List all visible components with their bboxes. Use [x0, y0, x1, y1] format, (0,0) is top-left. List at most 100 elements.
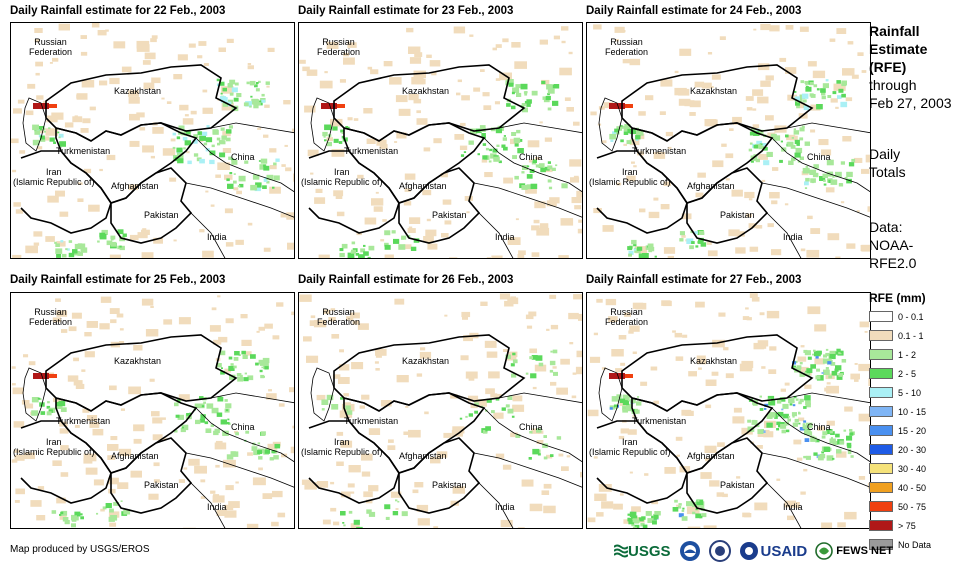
rain-cell-light	[331, 334, 340, 339]
rain-cell-light	[535, 157, 540, 160]
rain-cell-heavy	[49, 104, 57, 108]
rain-cell	[760, 132, 763, 134]
rain-cell-light	[87, 415, 98, 422]
rain-cell-light	[141, 252, 154, 258]
rain-cell-light	[120, 408, 125, 411]
rain-cell-light	[258, 326, 265, 331]
rain-cell-light	[71, 312, 82, 319]
rain-cell-light	[215, 174, 221, 178]
rain-cell	[216, 363, 222, 368]
rain-cell-light	[465, 371, 478, 379]
rain-cell	[229, 172, 233, 175]
rain-cell	[805, 86, 812, 92]
rain-cell-light	[502, 38, 509, 43]
rain-cell	[261, 93, 265, 97]
rain-cell	[221, 367, 223, 369]
rain-cell	[273, 455, 279, 460]
rain-cell-heavy	[609, 103, 625, 109]
rain-cell	[561, 183, 568, 189]
rain-cell-light	[814, 324, 827, 332]
rain-cell-light	[258, 467, 263, 471]
rain-cell	[609, 407, 613, 410]
rain-cell	[338, 141, 343, 144]
rain-cell	[226, 137, 231, 142]
rain-cell	[622, 408, 628, 413]
rain-cell	[521, 185, 528, 190]
rain-cell-light	[800, 248, 806, 252]
rain-cell	[102, 506, 107, 510]
rain-cell	[348, 510, 353, 514]
rain-cell-light	[395, 508, 399, 510]
rain-cell-light	[861, 70, 867, 73]
rain-cell	[806, 86, 809, 89]
legend-swatch	[869, 482, 893, 493]
rain-cell	[463, 151, 467, 153]
rain-cell-light	[748, 223, 757, 229]
rain-cell-light	[853, 157, 863, 163]
rain-cell-light	[470, 403, 478, 409]
rain-cell	[229, 92, 234, 96]
rain-cell	[807, 356, 812, 360]
rain-cell	[40, 137, 46, 142]
rain-cell	[838, 351, 842, 355]
rain-cell	[322, 131, 328, 137]
rain-cell	[392, 511, 399, 516]
rain-cell	[477, 153, 480, 156]
department-seal-icon	[708, 540, 731, 562]
rain-cell	[539, 163, 545, 168]
rain-cell	[823, 183, 827, 186]
rain-cell	[817, 350, 822, 355]
rain-cell	[273, 175, 280, 181]
label-turkmenistan: Turkmenistan	[632, 416, 687, 426]
rain-cell	[512, 352, 516, 356]
rain-cell-light	[119, 328, 124, 331]
rain-cell-light	[408, 46, 421, 54]
rain-cell-light	[751, 297, 760, 302]
rain-cell-light	[13, 202, 21, 207]
rain-cell-light	[594, 493, 607, 501]
rain-cell	[74, 253, 77, 256]
rain-cell-light	[85, 467, 98, 475]
rain-cell-light	[110, 319, 117, 324]
rain-cell-heavy	[625, 374, 633, 378]
rain-cell	[631, 515, 638, 521]
rain-cell	[798, 422, 801, 425]
rain-cell-light	[84, 332, 92, 337]
label-turkmenistan: Turkmenistan	[56, 416, 111, 426]
rain-cell-light	[276, 302, 284, 307]
rain-cell	[836, 449, 842, 454]
rain-cell-light	[177, 54, 188, 61]
rain-cell-light	[416, 504, 429, 512]
rain-cell-heavy	[321, 103, 337, 109]
rain-cell	[332, 126, 338, 131]
rain-cell-light	[560, 358, 570, 365]
rain-cell-light	[416, 110, 421, 114]
rain-cell	[203, 401, 206, 404]
rain-cell-light	[416, 118, 428, 125]
rain-cell-light	[482, 92, 490, 97]
legend-item: 10 - 15	[869, 405, 926, 418]
rain-cell	[635, 138, 639, 141]
rain-cell-light	[224, 368, 232, 373]
rain-cell	[640, 523, 645, 527]
rain-cell-light	[689, 112, 696, 116]
rain-cell	[806, 422, 813, 428]
rain-cell	[324, 124, 332, 131]
rain-cell	[627, 246, 633, 251]
rain-cell-light	[543, 505, 556, 514]
rain-cell-light	[420, 347, 426, 351]
rain-cell-light	[614, 26, 625, 33]
rain-cell	[485, 429, 488, 432]
rain-cell	[213, 430, 219, 436]
rain-cell	[835, 171, 842, 178]
rain-cell-light	[514, 61, 527, 69]
rain-cell-light	[310, 315, 316, 319]
rain-cell-light	[644, 473, 649, 476]
rain-cell	[821, 91, 826, 96]
rain-cell	[250, 184, 258, 191]
rain-cell	[123, 509, 131, 515]
rain-cell-light	[404, 173, 416, 180]
label-kazakhstan: Kazakhstan	[690, 356, 738, 366]
rain-cell	[627, 399, 630, 402]
rain-cell	[826, 358, 832, 363]
